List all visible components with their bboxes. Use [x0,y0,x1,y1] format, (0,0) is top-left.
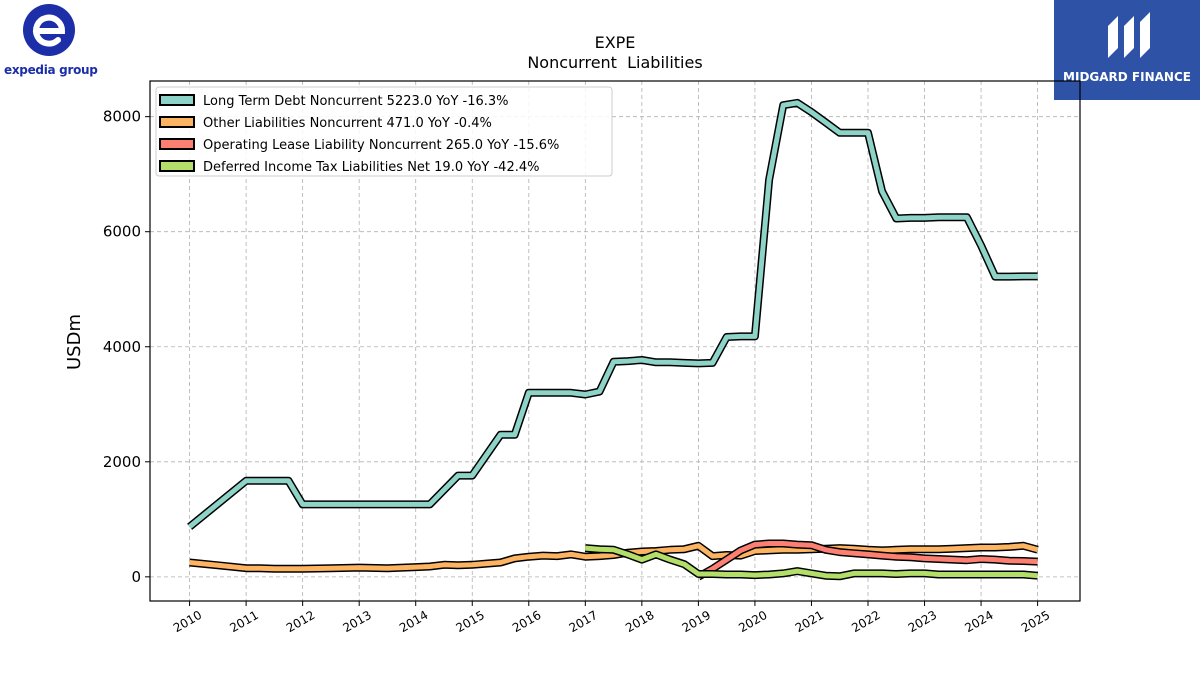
legend: Long Term Debt Noncurrent 5223.0 YoY -16… [155,86,613,177]
legend-swatch-1 [159,94,195,106]
legend-swatch-4 [159,160,195,172]
plot-frame [149,80,1081,602]
y-tick-label: 0 [131,568,141,586]
x-tick-label: 2011 [227,608,260,635]
series-line-4 [585,545,1038,579]
y-tick-label: 8000 [103,108,141,126]
series-line-3 [697,541,1038,579]
legend-box [155,86,613,177]
expedia-logo-text: expedia group [4,63,98,77]
x-tick-label: 2016 [510,608,543,635]
midgard-finance-logo: MIDGARD FINANCE [1054,0,1200,100]
x-tick-label: 2025 [1019,608,1052,635]
series-line-2 [189,543,1039,572]
x-tick-label: 2021 [793,608,826,635]
y-tick-label: 6000 [103,223,141,241]
x-tick-label: 2022 [849,608,882,635]
x-tick-label: 2013 [340,608,373,635]
x-tick-label: 2012 [284,608,317,635]
legend-label-2: Other Liabilities Noncurrent 471.0 YoY -… [203,116,492,131]
x-tick-label: 2019 [680,608,713,635]
legend-label-1: Long Term Debt Noncurrent 5223.0 YoY -16… [203,94,509,109]
legend-swatch-3 [159,138,195,150]
expedia-e-icon [23,4,75,56]
x-tick-label: 2017 [567,608,600,635]
midgard-logo-text: MIDGARD FINANCE [1063,70,1191,84]
expedia-group-logo: expedia group [0,0,100,80]
x-tick-label: 2014 [397,608,430,635]
chart-subtitle: Noncurrent Liabilities [527,53,702,72]
x-tick-label: 2010 [171,608,204,635]
legend-swatch-2 [159,116,195,128]
series-line-1 [188,100,1038,529]
x-tick-label: 2015 [454,608,487,635]
chart-title: EXPE [595,33,636,52]
legend-label-4: Deferred Income Tax Liabilities Net 19.0… [203,160,539,175]
series-group [187,98,1039,581]
y-tick-label: 2000 [103,453,141,471]
midgard-m-icon [1108,12,1150,58]
x-tick-label: 2018 [623,608,656,635]
y-axis-label: USDm [64,314,85,370]
legend-label-3: Operating Lease Liability Noncurrent 265… [203,138,559,153]
x-tick-label: 2023 [906,608,939,635]
x-tick-label: 2020 [736,608,769,635]
x-tick-label: 2024 [962,608,995,635]
y-tick-label: 4000 [103,338,141,356]
